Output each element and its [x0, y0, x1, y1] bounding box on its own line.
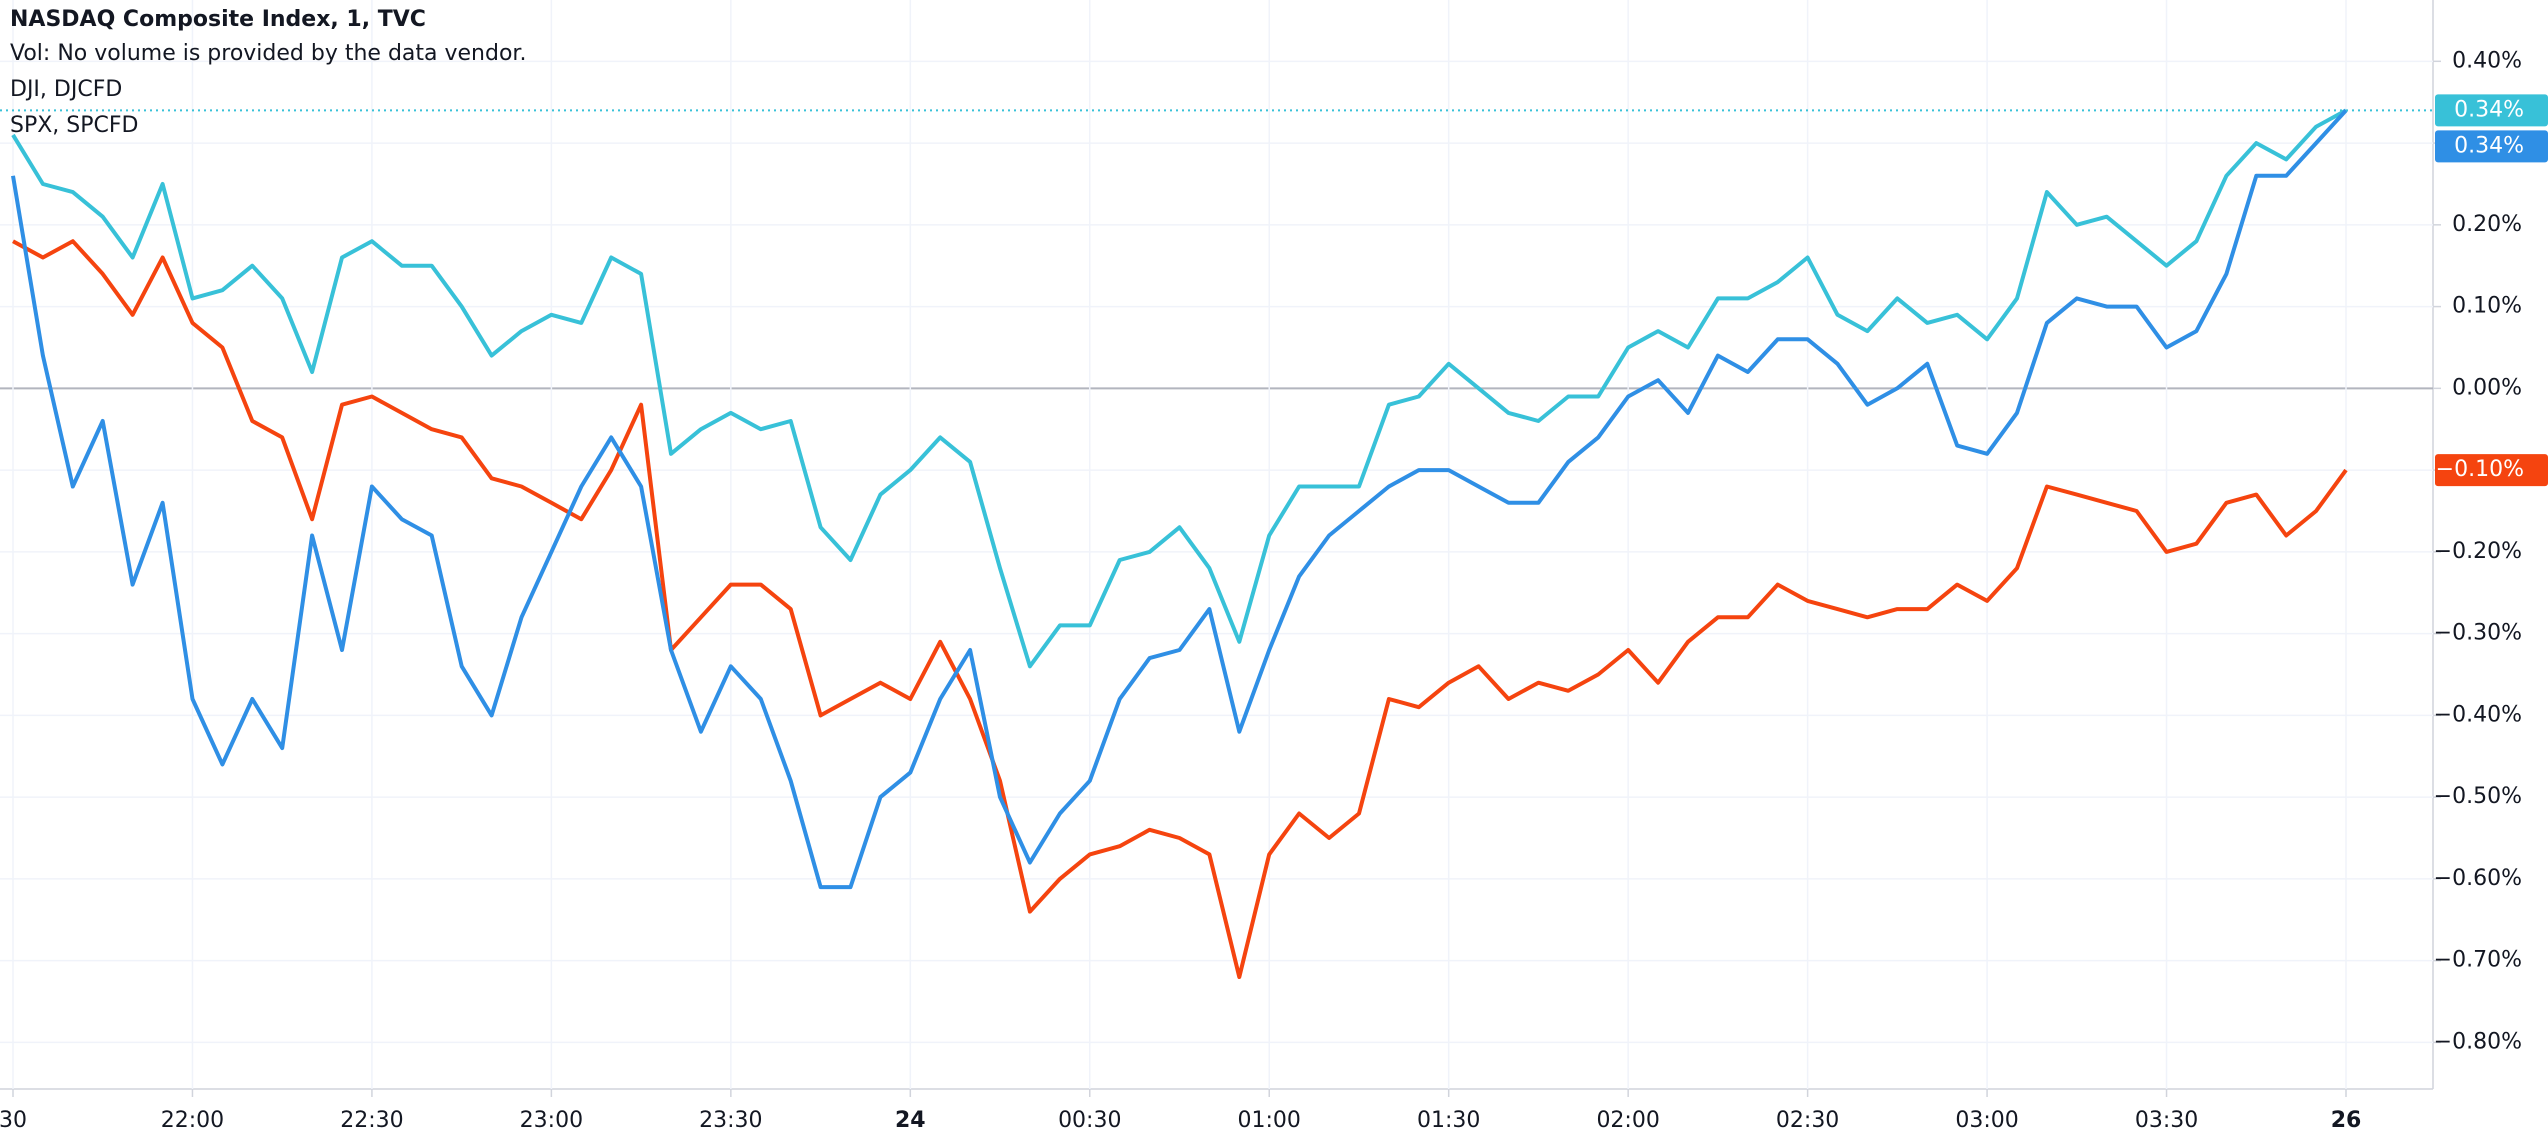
x-tick-label: 22:30 [340, 1108, 403, 1133]
x-tick-label: 22:00 [161, 1108, 224, 1133]
y-tick-label: −0.60% [2434, 866, 2522, 891]
price-tag [2435, 454, 2548, 487]
y-tick-label: 0.20% [2452, 212, 2522, 237]
x-tick-label: 26 [2331, 1108, 2362, 1133]
y-tick-label: −0.70% [2434, 948, 2522, 973]
x-tick-label: 03:30 [2135, 1108, 2198, 1133]
price-tag-label: 0.34% [2454, 97, 2524, 122]
y-tick-label: 0.10% [2452, 294, 2522, 319]
y-tick-label: −0.80% [2434, 1029, 2522, 1054]
x-tick-label: 24 [895, 1108, 926, 1133]
plot [0, 108, 2433, 979]
x-tick-label: 02:30 [1776, 1108, 1839, 1133]
legend-title: NASDAQ Composite Index, 1, TVC [10, 7, 426, 32]
x-tick-label: 01:00 [1238, 1108, 1301, 1133]
y-tick-label: −0.30% [2434, 621, 2522, 646]
x-tick-label: 01:30 [1417, 1108, 1480, 1133]
series-line [11, 108, 2347, 669]
legend-entry: DJI, DJCFD [10, 77, 122, 102]
x-tick-label: 30 [0, 1108, 27, 1133]
x-tick-label: 02:00 [1596, 1108, 1659, 1133]
series-line [11, 109, 2348, 890]
price-tag-label: −0.10% [2436, 457, 2524, 482]
subtitle: Vol: No volume is provided by the data v… [10, 41, 526, 66]
price-tag-label: 0.34% [2454, 133, 2524, 158]
x-tick-label: 03:00 [1955, 1108, 2018, 1133]
x-tick-label: 23:00 [520, 1108, 583, 1133]
legend-entry: SPX, SPCFD [10, 113, 138, 138]
x-tick-label: 00:30 [1058, 1108, 1121, 1133]
price-tag [2435, 94, 2548, 127]
price-tag [2435, 130, 2548, 163]
y-tick-label: −0.50% [2434, 784, 2522, 809]
series-line [12, 239, 2348, 979]
y-tick-label: −0.20% [2434, 539, 2522, 564]
x-tick-label: 23:30 [699, 1108, 762, 1133]
y-tick-label: 0.40% [2452, 48, 2522, 73]
legend: NASDAQ Composite Index, 1, TVC Vol: No vo… [10, 7, 526, 138]
y-tick-label: 0.00% [2452, 375, 2522, 400]
y-tick-label: −0.40% [2434, 702, 2522, 727]
